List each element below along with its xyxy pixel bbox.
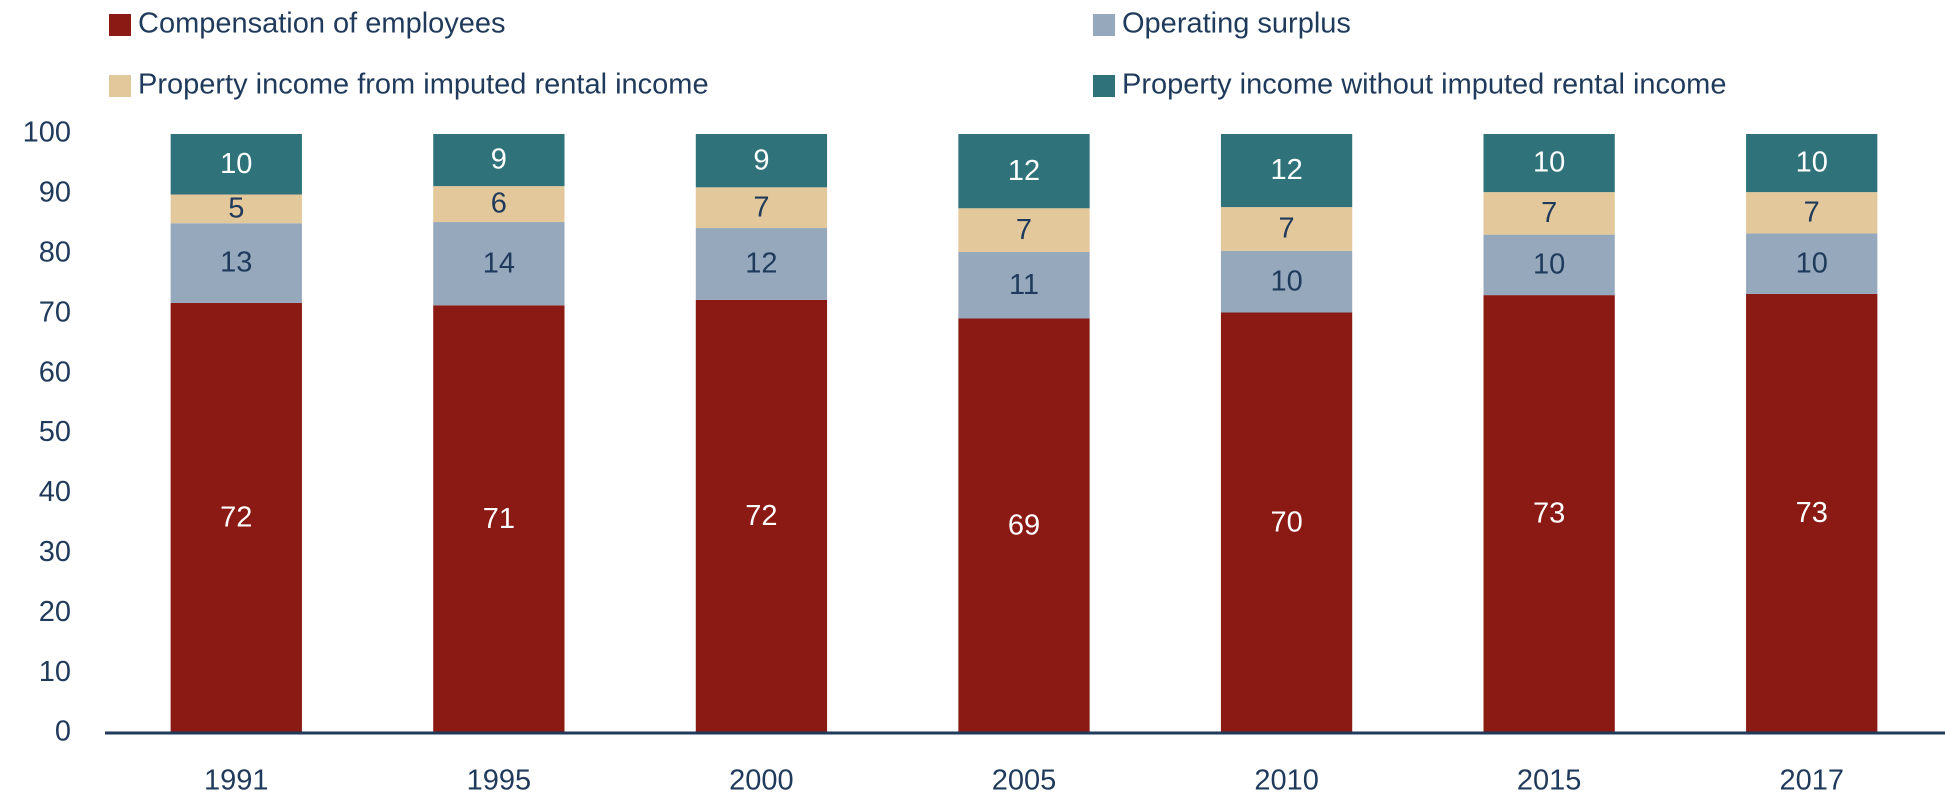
value-label: 10 xyxy=(1533,147,1565,179)
value-label: 10 xyxy=(1796,147,1828,179)
value-label: 10 xyxy=(1796,247,1828,279)
legend-label: Compensation of employees xyxy=(138,8,506,40)
y-tick-label: 50 xyxy=(39,416,71,448)
bar-segment xyxy=(958,252,1090,319)
bar-segment xyxy=(170,194,302,224)
legend-swatch xyxy=(109,75,131,97)
value-label: 72 xyxy=(220,502,252,534)
legend-label: Property income from imputed rental inco… xyxy=(138,69,709,101)
y-tick-label: 80 xyxy=(39,236,71,268)
x-tick-label: 2005 xyxy=(992,765,1057,797)
bar-segment xyxy=(1483,192,1615,235)
bar-segment xyxy=(1483,234,1615,296)
value-label: 12 xyxy=(745,248,777,280)
bar-segment xyxy=(1220,312,1353,733)
value-label: 69 xyxy=(1008,509,1040,541)
bar-segment xyxy=(1220,207,1353,251)
y-tick-label: 60 xyxy=(39,356,71,388)
value-label: 73 xyxy=(1796,497,1828,529)
y-tick-label: 30 xyxy=(39,536,71,568)
value-label: 7 xyxy=(753,191,769,223)
legend-swatch xyxy=(1093,75,1115,97)
bar-segment xyxy=(170,223,302,303)
bar-segment xyxy=(958,208,1090,253)
value-label: 9 xyxy=(753,144,769,176)
x-tick-label: 1995 xyxy=(467,765,532,797)
value-label: 12 xyxy=(1008,155,1040,187)
value-label: 5 xyxy=(228,193,244,225)
value-label: 10 xyxy=(1533,249,1565,281)
bar-segment xyxy=(1746,134,1878,193)
bar-segment xyxy=(170,302,302,733)
legend-label: Operating surplus xyxy=(1122,8,1351,40)
value-label: 13 xyxy=(220,247,252,279)
value-label: 71 xyxy=(483,503,515,535)
legend-label: Property income without imputed rental i… xyxy=(1122,69,1726,101)
bar-segment xyxy=(695,187,828,229)
bar-segment xyxy=(1746,192,1878,234)
x-tick-label: 2017 xyxy=(1779,765,1844,797)
bar-segment xyxy=(1220,134,1353,208)
value-label: 10 xyxy=(1270,265,1302,297)
value-label: 73 xyxy=(1533,498,1565,530)
bar-segment xyxy=(695,228,828,300)
bar-segment xyxy=(958,318,1090,733)
bar-segment xyxy=(433,305,565,733)
bar-segment xyxy=(1483,295,1615,733)
value-label: 11 xyxy=(1009,269,1039,301)
value-label: 14 xyxy=(483,247,515,279)
value-label: 7 xyxy=(1804,196,1820,228)
bar-segment xyxy=(433,222,565,306)
value-label: 70 xyxy=(1270,506,1302,538)
y-tick-label: 40 xyxy=(39,476,71,508)
bar-segment xyxy=(958,134,1090,209)
bar-segment xyxy=(1746,233,1878,294)
bar-segment xyxy=(170,134,302,195)
y-tick-label: 0 xyxy=(55,716,71,748)
bar-segment xyxy=(433,186,565,223)
y-tick-label: 70 xyxy=(39,296,71,328)
value-label: 9 xyxy=(491,144,507,176)
value-label: 12 xyxy=(1270,154,1302,186)
x-tick-label: 2000 xyxy=(729,765,794,797)
value-label: 7 xyxy=(1016,214,1032,246)
value-label: 10 xyxy=(220,148,252,180)
legend-swatch xyxy=(1093,14,1115,36)
y-tick-label: 20 xyxy=(39,596,71,628)
bar-segment xyxy=(695,299,828,733)
value-label: 7 xyxy=(1541,197,1557,229)
x-tick-label: 2010 xyxy=(1254,765,1319,797)
value-label: 7 xyxy=(1279,213,1295,245)
y-tick-label: 100 xyxy=(23,117,71,149)
bar-segment xyxy=(1220,250,1353,313)
x-tick-label: 1991 xyxy=(204,765,269,797)
y-tick-label: 10 xyxy=(39,656,71,688)
bar-segment xyxy=(1483,134,1615,193)
value-label: 6 xyxy=(491,188,507,220)
y-tick-label: 90 xyxy=(39,177,71,209)
bar-segment xyxy=(433,134,565,187)
value-label: 72 xyxy=(745,500,777,532)
x-tick-label: 2015 xyxy=(1517,765,1582,797)
legend-swatch xyxy=(109,14,131,36)
bar-segment xyxy=(695,134,828,188)
bar-segment xyxy=(1746,293,1878,733)
